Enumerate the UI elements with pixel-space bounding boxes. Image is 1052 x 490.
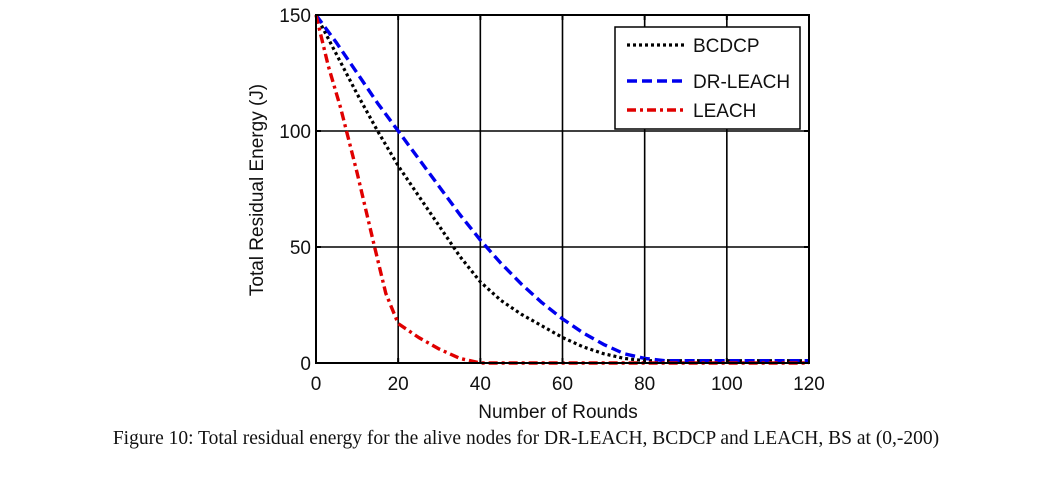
line-chart: 0 20 40 60 80 100 120 0 50 100 150 Number of Round… — [247, 6, 825, 423]
tick-labels: 0 20 40 60 80 100 120 0 50 100 150 — [279, 6, 825, 395]
legend-label-leach: LEACH — [693, 101, 756, 122]
x-tick-label: 80 — [634, 374, 655, 395]
figure-caption: Figure 10: Total residual energy for the… — [112, 428, 940, 449]
legend-label-bcdcp: BCDCP — [693, 36, 760, 57]
y-tick-label: 150 — [279, 6, 311, 27]
x-tick-label: 60 — [552, 374, 573, 395]
y-tick-label: 50 — [290, 238, 311, 259]
legend-label-dr-leach: DR-LEACH — [693, 72, 790, 93]
series-line-dr-leach — [314, 13, 809, 363]
x-tick-label: 20 — [388, 374, 409, 395]
legend: BCDCP DR-LEACH LEACH — [614, 26, 801, 130]
x-tick-label: 0 — [311, 374, 322, 395]
x-tick-label: 40 — [470, 374, 491, 395]
y-tick-label: 0 — [300, 354, 311, 375]
x-tick-label: 120 — [793, 374, 825, 395]
y-tick-label: 100 — [279, 122, 311, 143]
series-layer — [314, 13, 809, 365]
x-tick-label: 100 — [711, 374, 743, 395]
x-axis-title: Number of Rounds — [478, 402, 637, 423]
series-line-leach — [314, 14, 809, 365]
y-axis-title: Total Residual Energy (J) — [247, 84, 268, 296]
